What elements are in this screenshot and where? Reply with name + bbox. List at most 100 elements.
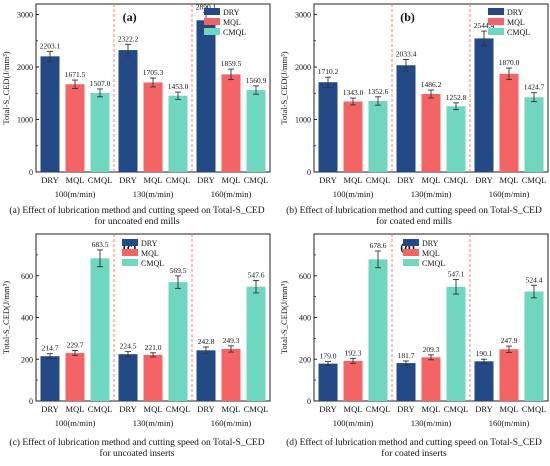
y-tick-label: 400 [299,314,311,323]
legend-swatch-cmql [204,28,220,35]
data-label: 1705.3 [143,68,164,77]
bar-cmql [368,259,388,401]
legend-swatch-dry [122,239,138,246]
data-label: 2033.4 [396,49,417,58]
data-label: 678.6 [370,241,387,250]
x-tick-label: CMQL [444,404,469,414]
x-tick-label: DRY [119,404,136,414]
bar-dry [40,356,60,401]
bar-mql [221,348,241,401]
caption-d: (d) Effect of lubrication method and cut… [279,438,549,460]
legend-label: DRY [141,239,158,248]
x-tick-label: CMQL [366,175,391,185]
legend-label: MQL [223,18,241,27]
data-label: 242.8 [198,337,215,346]
data-label: 524.4 [526,275,543,284]
bar-mql [65,353,85,401]
group-label: 100(m/min) [55,189,96,199]
group-label: 160(m/min) [489,418,530,428]
x-tick-label: CMQL [366,404,391,414]
data-label: 1671.5 [65,70,86,79]
data-label: 569.5 [170,266,187,275]
bar-cmql [446,286,466,401]
caption-c-line2: for uncoated inserts [99,449,175,459]
x-tick-label: DRY [397,404,414,414]
legend-swatch-cmql [403,259,419,266]
bar-cmql [168,282,188,401]
legend-swatch-dry [204,8,220,15]
y-tick-label: 0 [29,168,33,177]
group-label: 130(m/min) [133,189,174,199]
x-tick-label: CMQL [88,404,113,414]
caption-a: (a) Effect of lubrication method and cut… [2,206,272,228]
x-tick-label: CMQL [522,175,547,185]
legend-swatch-cmql [122,259,138,266]
legend-label: CMQL [422,259,445,268]
y-tick-label: 3000 [295,11,311,20]
y-tick-label: 1000 [295,116,311,125]
bar-dry [118,354,138,401]
caption-a-line2: for uncoated end mills [94,217,180,227]
data-label: 2203.1 [40,41,61,50]
bar-mql [65,84,85,172]
x-tick-label: CMQL [88,175,113,185]
panel-label: (a) [123,10,137,24]
data-label: 224.5 [120,342,137,351]
legend-swatch-mql [204,18,220,25]
bar-dry [196,350,216,401]
data-label: 192.3 [345,348,362,357]
legend-swatch-mql [403,249,419,256]
caption-d-line2: for coated inserts [381,449,447,459]
data-label: 1560.9 [246,76,267,85]
bar-cmql [90,92,110,172]
legend-swatch-dry [488,8,504,15]
data-label: 1252.8 [446,93,467,102]
bar-dry [196,20,216,173]
legend-swatch-mql [488,18,504,25]
data-label: 1486.2 [421,80,442,89]
caption-c-line1: (c) Effect of lubrication method and cut… [9,438,265,448]
x-tick-label: DRY [119,175,136,185]
data-label: 547.1 [448,269,465,278]
legend-label: CMQL [507,28,530,37]
y-axis-label: Total-S_CED(J/mm³) [279,51,289,124]
x-tick-label: DRY [397,175,414,185]
x-tick-label: MQL [144,175,163,185]
x-tick-label: MQL [500,404,519,414]
bar-cmql [90,258,110,401]
x-tick-label: DRY [41,175,58,185]
caption-b-line1: (b) Effect of lubrication method and cut… [286,206,542,216]
x-tick-label: MQL [144,404,163,414]
bar-mql [499,73,519,172]
panel-c: 0200400600Total-S_CED(J/mm³)(c)214.7DRY2… [1,233,271,428]
caption-b: (b) Effect of lubrication method and cut… [279,206,549,228]
x-tick-label: DRY [41,404,58,414]
data-label: 1352.6 [368,87,389,96]
legend-label: CMQL [223,28,246,37]
panel-label: (b) [400,10,415,24]
data-label: 209.3 [423,345,440,354]
data-label: 179.0 [320,352,337,361]
bar-mql [421,93,441,172]
bar-dry [396,65,416,172]
data-label: 181.7 [398,351,415,360]
bar-dry [396,363,416,401]
data-label: 190.1 [476,349,493,358]
data-label: 1710.2 [318,67,339,76]
panel-a: 0 1000 2000 3000 Total-S_CED(J/mm³) (a) 2203.1… [1,2,271,199]
x-tick-label: DRY [319,404,336,414]
x-tick-label: DRY [197,175,214,185]
x-tick-label: MQL [222,175,241,185]
bar-mql [343,360,363,401]
data-label: 1507.0 [90,79,111,88]
x-tick-label: DRY [197,404,214,414]
legend-label: CMQL [141,259,164,268]
x-tick-label: MQL [344,404,363,414]
panel-b: 0 1000 2000 3000 Total-S_CED(J/mm³) (b) 1710.2… [279,3,549,199]
legend-swatch-mql [122,249,138,256]
legend-label: MQL [422,249,440,258]
group-label: 160(m/min) [211,418,252,428]
